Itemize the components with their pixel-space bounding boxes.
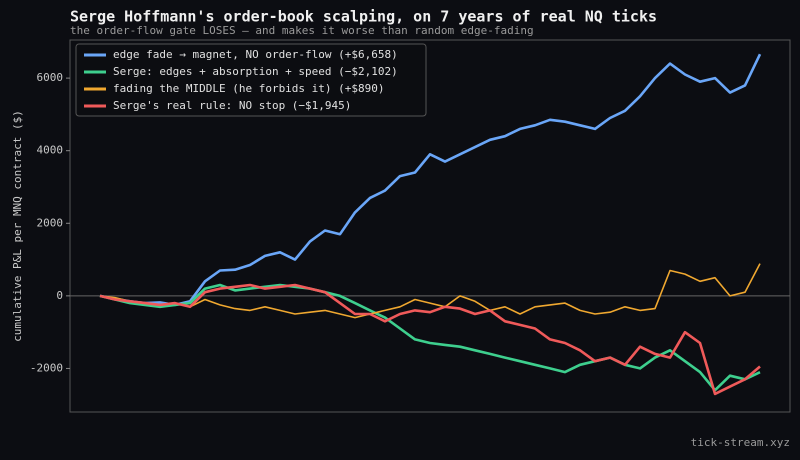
legend-label: fading the MIDDLE (he forbids it) (+$890…: [113, 82, 385, 95]
legend-label: edge fade → magnet, NO order-flow (+$6,6…: [113, 48, 398, 61]
legend-frame: [75, 43, 427, 117]
legend-label: Serge's real rule: NO stop (−$1,945): [113, 99, 351, 112]
y-tick-label: -2000: [30, 361, 63, 374]
chart-title: Serge Hoffmann's order-book scalping, on…: [70, 8, 657, 26]
y-tick-label: 4000: [37, 144, 64, 157]
y-tick-label: 2000: [37, 216, 64, 229]
y-tick-label: 6000: [37, 71, 64, 84]
y-axis-label: cumulative P&L per MNQ contract ($): [11, 110, 24, 342]
series-line: [99, 283, 761, 396]
series-line: [99, 283, 761, 392]
plot-frame: [69, 39, 791, 413]
subtitle: the order-flow gate LOSES — and makes it…: [70, 24, 534, 37]
legend-label: Serge: edges + absorption + speed (−$2,1…: [113, 65, 398, 78]
y-tick-label: 0: [56, 289, 63, 302]
watermark: tick-stream.xyz: [691, 436, 790, 449]
plot: -2000 0 2000 4000 6000: [30, 53, 790, 396]
series-line: [99, 263, 761, 319]
series-line: [99, 53, 762, 307]
